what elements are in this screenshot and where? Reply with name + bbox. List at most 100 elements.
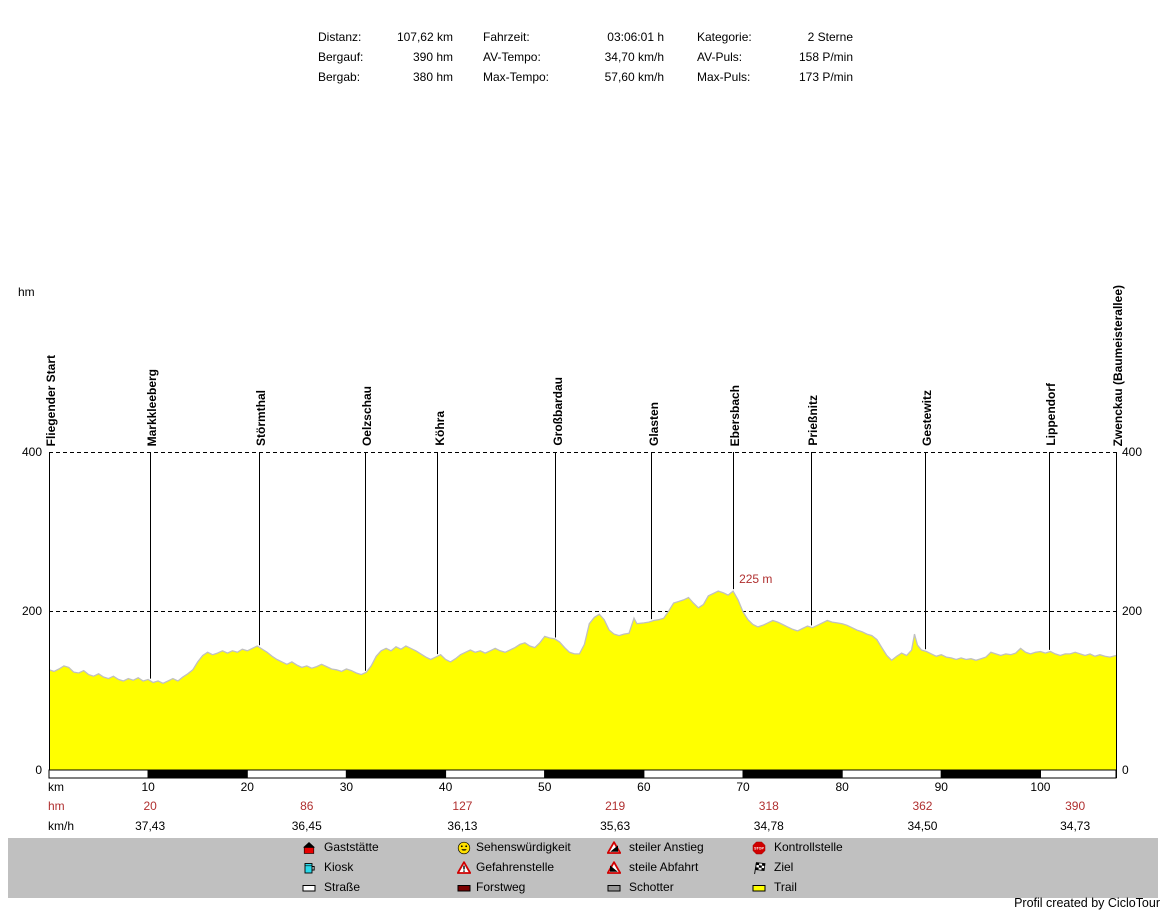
stat-value: 158 P/min <box>798 50 853 64</box>
stat-label: Distanz: <box>318 30 362 44</box>
avg-speed-value: 34,50 <box>907 819 938 833</box>
legend-label: Forstweg <box>476 880 526 894</box>
cumulative-climb-value: 219 <box>605 799 626 813</box>
waypoint-label: Oelzschau <box>360 385 375 446</box>
x-tick-label: 10 <box>141 780 155 794</box>
stat-label: Fahrzeit: <box>483 30 530 44</box>
stats-column: Kategorie: 2 Sterne AV-Puls: 158 P/min Max-P… <box>697 27 853 87</box>
stat-label: Kategorie: <box>697 30 752 44</box>
stat-value: 57,60 km/h <box>604 70 664 84</box>
stat-row: Max-Tempo: 57,60 km/h <box>483 67 664 87</box>
x-tick-label: 80 <box>835 780 849 794</box>
stat-row: Fahrzeit: 03:06:01 h <box>483 27 664 47</box>
legend-label: Trail <box>774 880 797 894</box>
road-icon <box>302 881 316 895</box>
stat-value: 03:06:01 h <box>607 30 664 44</box>
waypoint-label: Glasten <box>646 401 661 446</box>
kiosk-icon <box>302 861 316 875</box>
forest-road-icon <box>457 881 471 895</box>
legend-label: steile Abfahrt <box>629 860 699 874</box>
smiley-icon <box>457 841 471 855</box>
legend-label: Schotter <box>629 880 674 894</box>
stat-value: 2 Sterne <box>807 30 853 44</box>
stat-value: 173 P/min <box>798 70 853 84</box>
stat-label: Max-Puls: <box>697 70 751 84</box>
gravel-icon <box>607 881 621 895</box>
elevation-area <box>49 591 1116 770</box>
stat-row: Bergauf: 390 hm <box>318 47 453 67</box>
cumulative-climb-value: 318 <box>758 799 779 813</box>
stat-label: AV-Tempo: <box>483 50 541 64</box>
legend-label: Straße <box>324 880 361 894</box>
x-tick-label: 70 <box>736 780 750 794</box>
km-row-label: km <box>48 780 64 794</box>
avg-speed-value: 36,45 <box>291 819 322 833</box>
stat-value: 380 hm <box>412 70 453 84</box>
y-tick-label-left: 0 <box>35 763 42 777</box>
cumulative-climb-value: 127 <box>452 799 473 813</box>
legend-label: steiler Anstieg <box>629 840 704 854</box>
y-axis-unit-label: hm <box>18 285 35 299</box>
waypoint-label: Markkleeberg <box>145 368 160 446</box>
cumulative-climb-value: 86 <box>300 799 314 813</box>
waypoint-label: Köhra <box>432 411 447 446</box>
credit-text: Profil created by CicloTour <box>1014 896 1160 910</box>
x-tick-label: 90 <box>934 780 948 794</box>
waypoint-label: Gestewitz <box>920 389 935 446</box>
scale-bar-segment <box>940 769 1041 779</box>
stat-row: Distanz: 107,62 km <box>318 27 453 47</box>
cumulative-climb-value: 390 <box>1065 799 1086 813</box>
cumulative-climb-value: 20 <box>143 799 157 813</box>
legend-panel: Gaststätte Kiosk Straße Sehenswürdigkeit Gef… <box>8 838 1158 898</box>
waypoint-label: Lippendorf <box>1044 383 1059 446</box>
stat-row: Bergab: 380 hm <box>318 67 453 87</box>
legend-label: Sehenswürdigkeit <box>476 840 571 854</box>
cumulative-climb-value: 362 <box>912 799 933 813</box>
x-tick-label: 50 <box>538 780 552 794</box>
stat-label: Max-Tempo: <box>483 70 550 84</box>
stat-value: 390 hm <box>412 50 453 64</box>
trail-icon <box>752 881 766 895</box>
svg-text:STOP: STOP <box>754 847 764 851</box>
stat-row: AV-Tempo: 34,70 km/h <box>483 47 664 67</box>
elevation-outline <box>48 590 1117 685</box>
waypoint-label: Zwenckau (Baumeisterallee) <box>1111 284 1125 446</box>
avg-speed-value: 34,78 <box>753 819 784 833</box>
x-tick-label: 30 <box>339 780 354 794</box>
scale-bar-segment <box>445 769 546 779</box>
x-tick-label: 40 <box>438 780 453 794</box>
avg-speed-value: 34,73 <box>1060 819 1091 833</box>
waypoint-label: Störmthal <box>254 389 269 446</box>
stat-row: AV-Puls: 158 P/min <box>697 47 853 67</box>
legend-label: Gaststätte <box>324 840 379 854</box>
scale-bar-segment <box>246 769 347 779</box>
x-tick-label: 60 <box>637 780 651 794</box>
stats-column: Fahrzeit: 03:06:01 h AV-Tempo: 34,70 km/h Ma… <box>483 27 664 87</box>
stat-value: 34,70 km/h <box>604 50 664 64</box>
stat-row: Kategorie: 2 Sterne <box>697 27 853 47</box>
legend-label: Kiosk <box>324 860 354 874</box>
stat-label: AV-Puls: <box>697 50 743 64</box>
avg-speed-value: 36,13 <box>447 819 478 833</box>
y-tick-label-left: 200 <box>21 604 42 618</box>
steep-ascent-icon <box>607 841 621 855</box>
scale-bar-segment <box>742 769 843 779</box>
kmh-row-label: km/h <box>48 819 75 833</box>
hm-row-label: hm <box>48 799 65 813</box>
legend-label: Kontrollstelle <box>774 840 843 854</box>
steep-descent-icon <box>607 861 621 875</box>
scale-bar-segment <box>544 769 645 779</box>
waypoint-label: Großbardau <box>550 377 565 446</box>
x-tick-label: 100 <box>1030 780 1051 794</box>
house-icon <box>302 841 316 855</box>
scale-bar-segment <box>643 769 744 779</box>
y-tick-label-right: 0 <box>1122 763 1129 777</box>
avg-speed-value: 35,63 <box>600 819 631 833</box>
stat-label: Bergab: <box>318 70 361 84</box>
peak-annotation: 225 m <box>739 572 773 587</box>
danger-icon <box>457 861 471 875</box>
stop-icon: STOP <box>752 841 766 855</box>
stat-label: Bergauf: <box>318 50 364 64</box>
